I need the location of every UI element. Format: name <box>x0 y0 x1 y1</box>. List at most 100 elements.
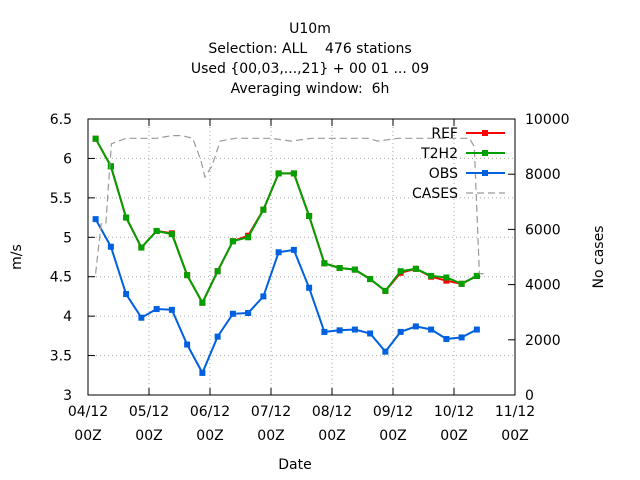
series-line-ref <box>94 138 478 305</box>
legend-marker-t2h2 <box>482 150 488 156</box>
x-tick-label-hour: 00Z <box>196 428 223 444</box>
point-t2h2 <box>382 287 389 294</box>
legend-label-obs: OBS <box>429 166 458 182</box>
x-tick-label-hour: 00Z <box>440 428 467 444</box>
x-tick-label-date: 11/12 <box>495 404 535 420</box>
y-tick-label: 5.5 <box>50 191 72 207</box>
x-axis-label: Date <box>278 457 311 473</box>
point-t2h2 <box>443 274 450 281</box>
point-obs <box>199 369 206 376</box>
y2-axis-label: No cases <box>591 226 607 289</box>
legend-label-ref: REF <box>431 126 458 142</box>
y2-tick-label: 4000 <box>525 278 561 294</box>
point-t2h2 <box>306 212 313 219</box>
series-lines <box>92 135 485 376</box>
point-t2h2 <box>123 214 130 221</box>
x-tick-label-date: 05/12 <box>129 404 169 420</box>
point-t2h2 <box>321 260 328 267</box>
point-obs <box>123 291 130 298</box>
point-obs <box>351 326 358 333</box>
point-obs <box>153 306 160 313</box>
point-obs <box>168 306 175 313</box>
point-obs <box>336 327 343 334</box>
y-tick-label: 4 <box>63 309 72 325</box>
x-tick-label-hour: 00Z <box>318 428 345 444</box>
series-line-cases <box>95 135 485 275</box>
point-t2h2 <box>168 231 175 238</box>
x-tick-label-hour: 00Z <box>257 428 284 444</box>
point-obs <box>428 326 435 333</box>
y2-tick-label: 10000 <box>525 112 570 128</box>
point-t2h2 <box>290 170 297 177</box>
point-obs <box>382 348 389 355</box>
point-t2h2 <box>473 272 480 279</box>
x-tick-label-date: 06/12 <box>190 404 230 420</box>
point-obs <box>443 336 450 343</box>
point-obs <box>290 246 297 253</box>
point-obs <box>321 328 328 335</box>
point-t2h2 <box>275 170 282 177</box>
y2-tick-label: 0 <box>525 388 534 404</box>
y-tick-label: 6.5 <box>50 112 72 128</box>
x-tick-label-hour: 00Z <box>74 428 101 444</box>
y2-tick-label: 8000 <box>525 167 561 183</box>
chart-title-line-4: Averaging window: 6h <box>230 81 390 97</box>
legend-label-cases: CASES <box>412 186 458 202</box>
point-obs <box>245 309 252 316</box>
chart-title-line-3: Used {00,03,...,21} + 00 01 ... 09 <box>190 61 430 77</box>
x-tick-label-hour: 00Z <box>135 428 162 444</box>
y-tick-label: 6 <box>63 151 72 167</box>
series-line-obs <box>94 218 478 376</box>
y-axis-label: m/s <box>9 244 25 270</box>
axis-ticks: 3 3.5 4 4.5 5 5.5 6 6.5 0 2000 4000 6000 8000 10000 04… <box>50 112 570 444</box>
y2-tick-label: 2000 <box>525 333 561 349</box>
point-obs <box>367 330 374 337</box>
x-tick-label-date: 09/12 <box>373 404 413 420</box>
legend-marker-ref <box>482 130 488 136</box>
series-line-t2h2 <box>94 138 478 305</box>
point-obs <box>473 326 480 333</box>
x-tick-label-date: 10/12 <box>434 404 474 420</box>
point-t2h2 <box>107 163 114 170</box>
point-t2h2 <box>336 265 343 272</box>
point-t2h2 <box>138 244 145 251</box>
y-tick-label: 5 <box>63 230 72 246</box>
plot-frame <box>87 118 516 396</box>
point-t2h2 <box>351 266 358 273</box>
point-t2h2 <box>199 299 206 306</box>
point-t2h2 <box>397 268 404 275</box>
x-tick-label-date: 08/12 <box>312 404 352 420</box>
x-tick-label-date: 04/12 <box>68 404 108 420</box>
point-obs <box>92 216 99 223</box>
x-tick-label-hour: 00Z <box>379 428 406 444</box>
point-t2h2 <box>245 234 252 241</box>
point-obs <box>260 293 267 300</box>
y-tick-label: 3 <box>63 388 72 404</box>
point-obs <box>306 284 313 291</box>
point-t2h2 <box>229 238 236 245</box>
legend: REF T2H2 OBS CASES <box>412 126 505 202</box>
legend-marker-obs <box>482 170 488 176</box>
y-tick-label: 4.5 <box>50 270 72 286</box>
point-t2h2 <box>92 135 99 142</box>
point-t2h2 <box>214 268 221 275</box>
point-t2h2 <box>458 280 465 287</box>
point-obs <box>412 323 419 330</box>
point-t2h2 <box>184 272 191 279</box>
point-t2h2 <box>428 272 435 279</box>
y2-tick-label: 6000 <box>525 222 561 238</box>
x-tick-label-date: 07/12 <box>251 404 291 420</box>
chart-title-line-1: U10m <box>289 21 331 37</box>
y-tick-label: 3.5 <box>50 349 72 365</box>
point-ref <box>443 277 450 284</box>
point-obs <box>397 328 404 335</box>
chart-title-line-2: Selection: ALL 476 stations <box>208 41 412 57</box>
point-obs <box>275 249 282 256</box>
point-t2h2 <box>260 206 267 213</box>
point-obs <box>458 334 465 341</box>
legend-label-t2h2: T2H2 <box>420 146 458 162</box>
x-tick-label-hour: 00Z <box>501 428 528 444</box>
point-t2h2 <box>367 276 374 283</box>
